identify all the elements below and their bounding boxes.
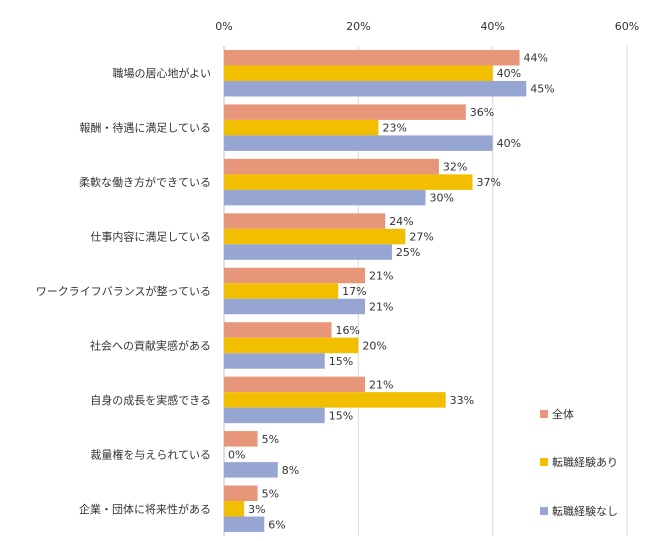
bar — [224, 49, 520, 66]
bar — [224, 119, 379, 136]
data-label: 24% — [389, 215, 413, 228]
data-label: 8% — [282, 464, 299, 477]
category-label: 企業・団体に将来性がある — [79, 502, 211, 516]
category-label: 柔軟な働き方ができている — [79, 175, 211, 189]
data-label: 40% — [497, 67, 521, 80]
data-label: 15% — [329, 355, 353, 368]
data-label: 6% — [268, 518, 285, 531]
data-label: 21% — [369, 378, 393, 391]
bar — [224, 104, 466, 120]
data-label: 30% — [430, 192, 454, 205]
bar — [224, 376, 366, 393]
data-label: 25% — [396, 246, 420, 259]
x-tick-label: 60% — [615, 20, 639, 33]
data-label: 5% — [262, 487, 279, 500]
legend-swatch — [540, 507, 548, 515]
category-label: 職場の居心地がよい — [113, 66, 211, 80]
data-label: 23% — [382, 122, 406, 135]
data-label: 21% — [369, 270, 393, 283]
category-label: 裁量権を与えられている — [90, 447, 211, 461]
data-label: 27% — [409, 231, 433, 244]
data-label: 21% — [369, 301, 393, 314]
bar — [224, 337, 359, 354]
legend-label: 転職経験なし — [552, 504, 618, 518]
bar — [224, 407, 325, 424]
category-labels: 職場の居心地がよい報酬・待遇に満足している柔軟な働き方ができている仕事内容に満足… — [36, 66, 211, 516]
bar — [224, 431, 258, 447]
bar — [224, 174, 473, 190]
data-label: 32% — [443, 161, 467, 174]
bar — [224, 267, 366, 284]
bar — [224, 228, 406, 245]
bar — [224, 80, 527, 97]
bar — [224, 283, 339, 299]
data-label: 44% — [524, 52, 548, 65]
bar — [224, 501, 245, 517]
data-label: 45% — [530, 83, 554, 96]
legend-swatch — [540, 410, 548, 418]
data-label: 20% — [362, 339, 386, 352]
data-label: 15% — [329, 409, 353, 422]
bar — [224, 353, 325, 369]
bar — [224, 158, 439, 175]
category-label: 社会への貢献実感がある — [90, 338, 211, 352]
bar — [224, 189, 426, 206]
category-label: 自身の成長を実感できる — [90, 393, 211, 407]
data-label: 37% — [477, 176, 501, 189]
category-label: 報酬・待遇に満足している — [79, 121, 211, 135]
x-axis-ticks: 0% 20% 40% 60% — [215, 20, 639, 33]
bar — [224, 322, 332, 338]
data-label: 5% — [262, 433, 279, 446]
bar — [224, 485, 258, 502]
x-tick-label: 0% — [215, 20, 232, 33]
legend-label: 全体 — [552, 407, 574, 421]
data-labels: 44%40%45%36%23%40%32%37%30%24%27%25%21%1… — [228, 52, 555, 532]
bar — [224, 244, 392, 260]
data-label: 36% — [470, 106, 494, 119]
x-tick-label: 20% — [346, 20, 370, 33]
bar — [224, 135, 493, 151]
bar — [224, 462, 278, 478]
bar — [224, 516, 265, 533]
data-label: 16% — [335, 324, 359, 337]
bars — [224, 49, 527, 533]
data-label: 3% — [248, 503, 265, 516]
data-label: 33% — [450, 394, 474, 407]
data-label: 17% — [342, 285, 366, 298]
category-label: ワークライフバランスが整っている — [36, 284, 211, 298]
data-label: 0% — [228, 448, 245, 461]
data-label: 40% — [497, 137, 521, 150]
x-tick-label: 40% — [480, 20, 504, 33]
legend-swatch — [540, 458, 548, 466]
bar — [224, 213, 386, 229]
bar — [224, 298, 366, 315]
category-label: 仕事内容に満足している — [90, 230, 211, 244]
bar — [224, 65, 493, 81]
legend-label: 転職経験あり — [552, 455, 618, 469]
bar — [224, 392, 446, 408]
